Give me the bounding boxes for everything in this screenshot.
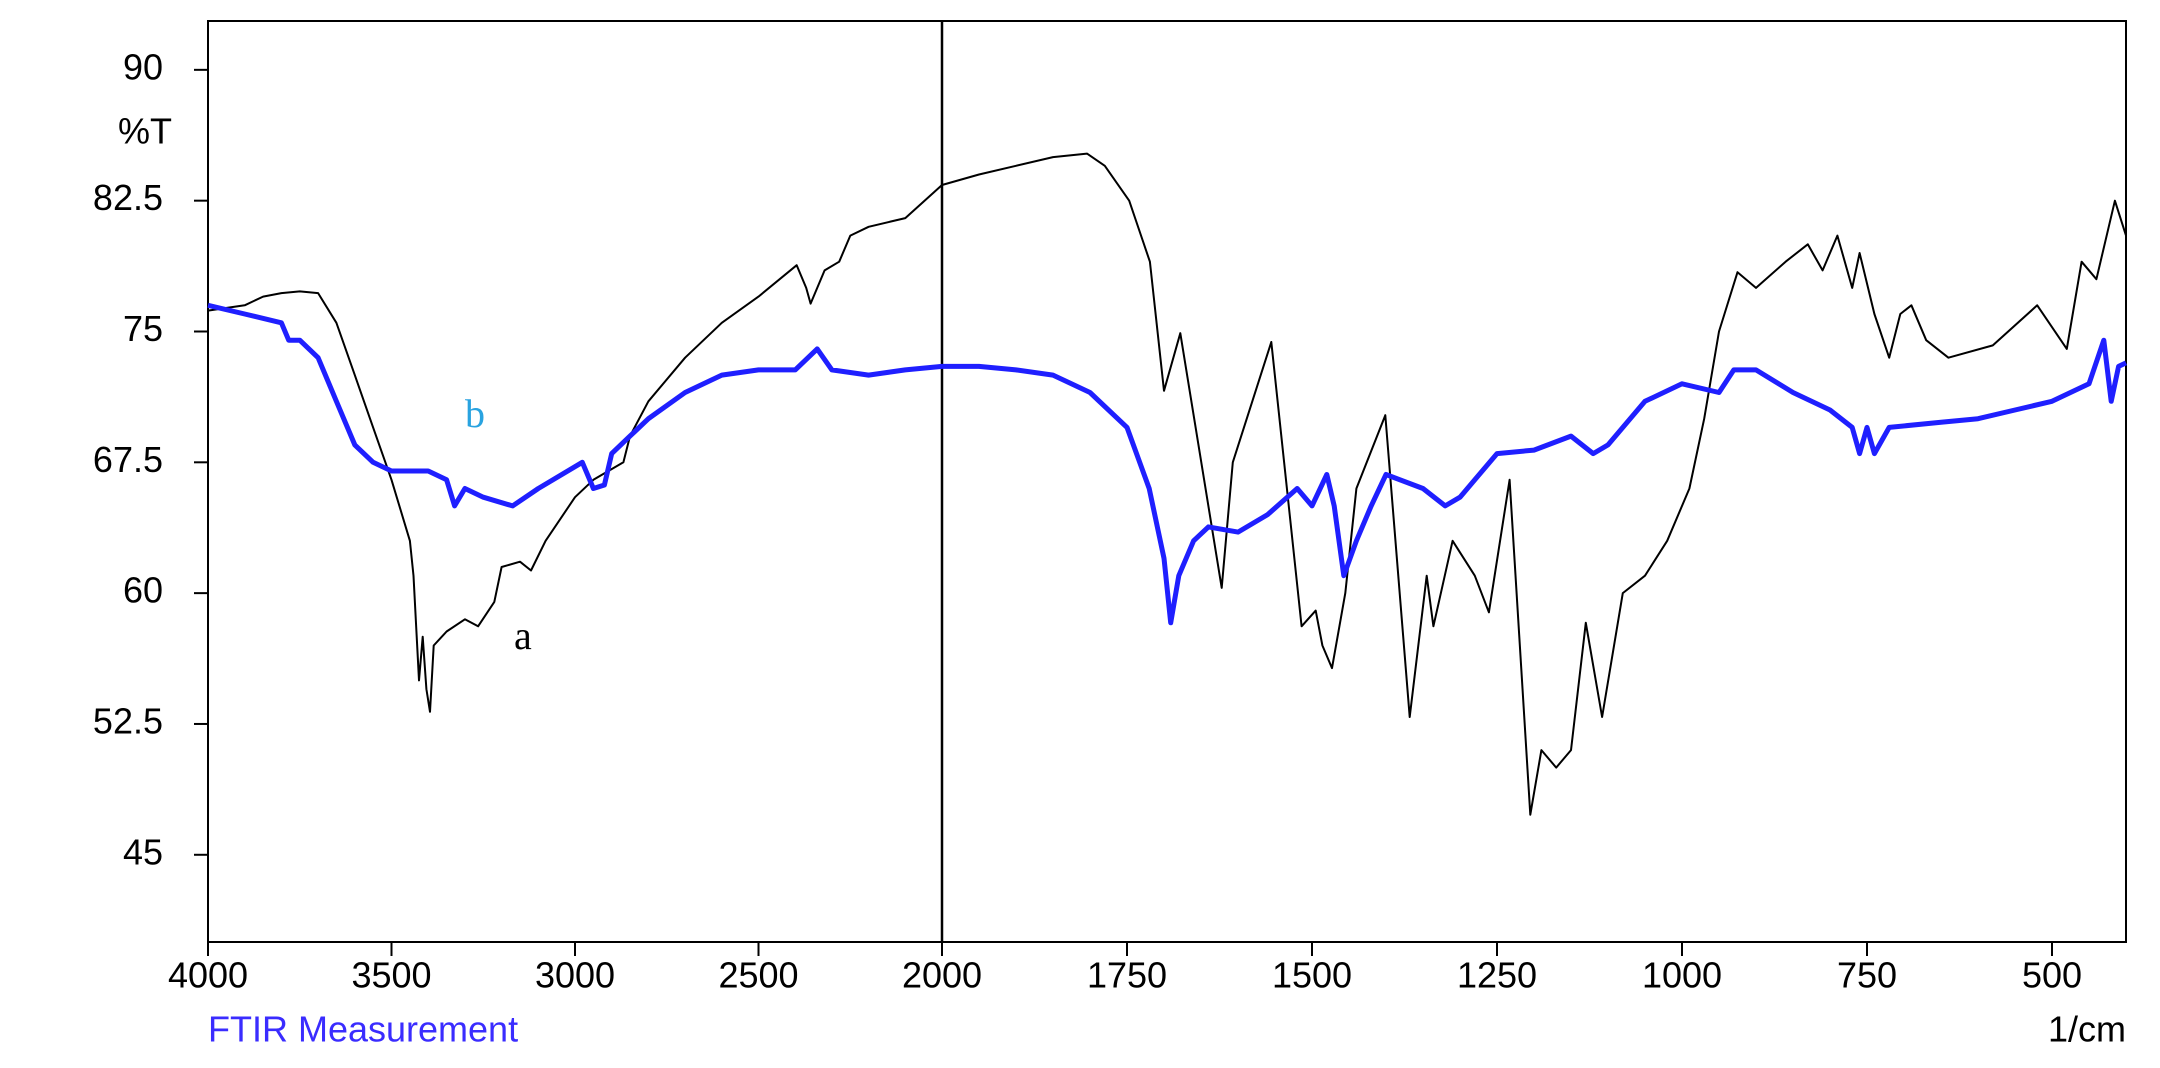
x-axis-label: 1/cm bbox=[2048, 1009, 2126, 1050]
y-tick-label: 75 bbox=[123, 308, 163, 349]
y-axis-label: %T bbox=[118, 111, 172, 152]
series-line bbox=[207, 302, 2128, 626]
y-tick-label: 82.5 bbox=[93, 177, 163, 218]
x-tick-label: 1000 bbox=[1642, 955, 1722, 996]
x-tick-label: 3000 bbox=[535, 955, 615, 996]
y-tick-label: 90 bbox=[123, 46, 163, 87]
annotation: b bbox=[465, 391, 485, 436]
y-tick-label: 60 bbox=[123, 570, 163, 611]
x-tick-label: 4000 bbox=[168, 955, 248, 996]
y-tick-label: 45 bbox=[123, 831, 163, 872]
x-tick-label: 2500 bbox=[718, 955, 798, 996]
x-tick-label: 2000 bbox=[902, 955, 982, 996]
y-tick-label: 67.5 bbox=[93, 439, 163, 480]
x-tick-label: 3500 bbox=[351, 955, 431, 996]
x-tick-label: 1250 bbox=[1457, 955, 1537, 996]
annotation: a bbox=[514, 613, 532, 658]
x-tick-label: 500 bbox=[2022, 955, 2082, 996]
x-tick-label: 1500 bbox=[1272, 955, 1352, 996]
x-tick-label: 1750 bbox=[1087, 955, 1167, 996]
plot-frame bbox=[207, 20, 2127, 943]
caption: FTIR Measurement bbox=[208, 1009, 518, 1050]
x-tick-label: 750 bbox=[1837, 955, 1897, 996]
series-line bbox=[207, 152, 2127, 816]
y-tick-label: 52.5 bbox=[93, 700, 163, 741]
